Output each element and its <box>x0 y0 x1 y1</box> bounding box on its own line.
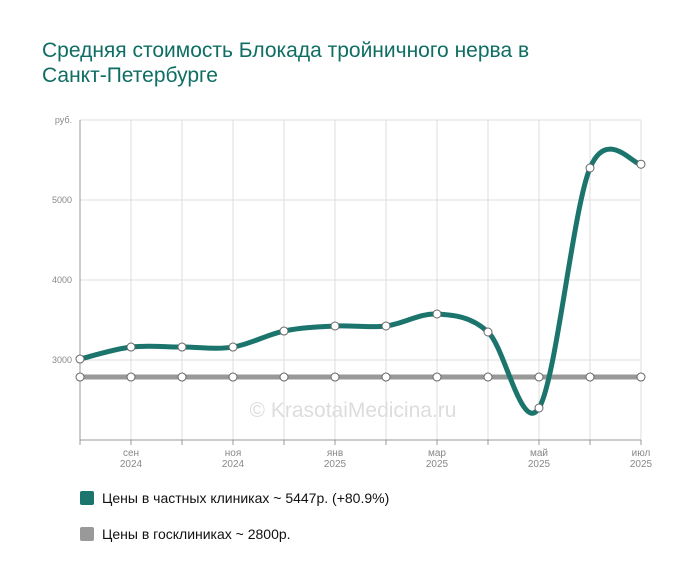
data-point <box>381 321 391 331</box>
data-point <box>432 309 442 319</box>
y-tick-label: 5000 <box>52 195 72 205</box>
data-point <box>177 372 187 382</box>
data-point <box>126 342 136 352</box>
data-point <box>381 372 391 382</box>
legend-item: Цены в госклиниках ~ 2800р. <box>80 526 291 542</box>
x-tick-label: ноя 2024 <box>221 448 245 470</box>
legend-swatch <box>80 527 94 541</box>
data-point <box>126 372 136 382</box>
legend-label: Цены в госклиниках ~ 2800р. <box>102 526 291 542</box>
data-point <box>432 372 442 382</box>
chart-title: Средняя стоимость Блокада тройничного не… <box>42 39 530 87</box>
x-tick-label: сен 2024 <box>119 448 143 470</box>
x-tick-label: июл 2025 <box>629 448 653 470</box>
data-point <box>75 372 85 382</box>
data-point <box>534 403 544 413</box>
data-point <box>228 342 238 352</box>
x-tick-label: мар 2025 <box>425 448 449 470</box>
watermark: © KrasotaiMedicina.ru <box>250 399 457 422</box>
data-point <box>534 372 544 382</box>
data-point <box>483 327 493 337</box>
data-point <box>279 372 289 382</box>
data-point <box>330 321 340 331</box>
x-tick-label: янв 2025 <box>323 448 347 470</box>
data-point <box>330 372 340 382</box>
data-point <box>636 159 646 169</box>
legend-label: Цены в частных клиниках ~ 5447р. (+80.9%… <box>102 490 390 506</box>
data-point <box>177 342 187 352</box>
data-point <box>279 326 289 336</box>
data-point <box>585 163 595 173</box>
y-tick-label: 3000 <box>52 355 72 365</box>
data-point <box>636 372 646 382</box>
data-point <box>585 372 595 382</box>
series-line <box>77 146 644 416</box>
data-point <box>483 372 493 382</box>
data-point <box>228 372 238 382</box>
y-tick-label: 4000 <box>52 275 72 285</box>
x-tick-label: май 2025 <box>527 448 551 470</box>
data-point <box>75 354 85 364</box>
legend-swatch <box>80 491 94 505</box>
legend-item: Цены в частных клиниках ~ 5447р. (+80.9%… <box>80 490 389 506</box>
y-tick-label: руб. <box>55 115 72 125</box>
